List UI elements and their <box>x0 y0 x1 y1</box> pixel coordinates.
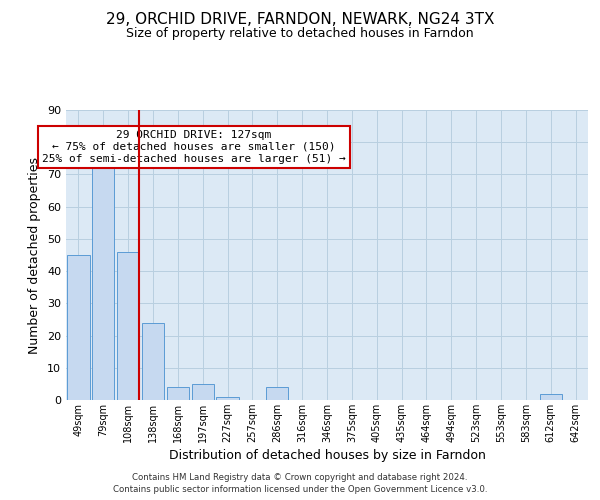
X-axis label: Distribution of detached houses by size in Farndon: Distribution of detached houses by size … <box>169 449 485 462</box>
Bar <box>167 387 189 400</box>
Text: Contains public sector information licensed under the Open Government Licence v3: Contains public sector information licen… <box>113 485 487 494</box>
Bar <box>92 165 115 400</box>
Bar <box>117 252 139 400</box>
Text: Contains HM Land Registry data © Crown copyright and database right 2024.: Contains HM Land Registry data © Crown c… <box>132 472 468 482</box>
Bar <box>217 397 239 400</box>
Bar <box>142 322 164 400</box>
Bar <box>191 384 214 400</box>
Y-axis label: Number of detached properties: Number of detached properties <box>28 156 41 354</box>
Text: 29, ORCHID DRIVE, FARNDON, NEWARK, NG24 3TX: 29, ORCHID DRIVE, FARNDON, NEWARK, NG24 … <box>106 12 494 28</box>
Text: 29 ORCHID DRIVE: 127sqm
← 75% of detached houses are smaller (150)
25% of semi-d: 29 ORCHID DRIVE: 127sqm ← 75% of detache… <box>42 130 346 164</box>
Bar <box>266 387 289 400</box>
Bar <box>67 255 89 400</box>
Text: Size of property relative to detached houses in Farndon: Size of property relative to detached ho… <box>126 28 474 40</box>
Bar <box>539 394 562 400</box>
